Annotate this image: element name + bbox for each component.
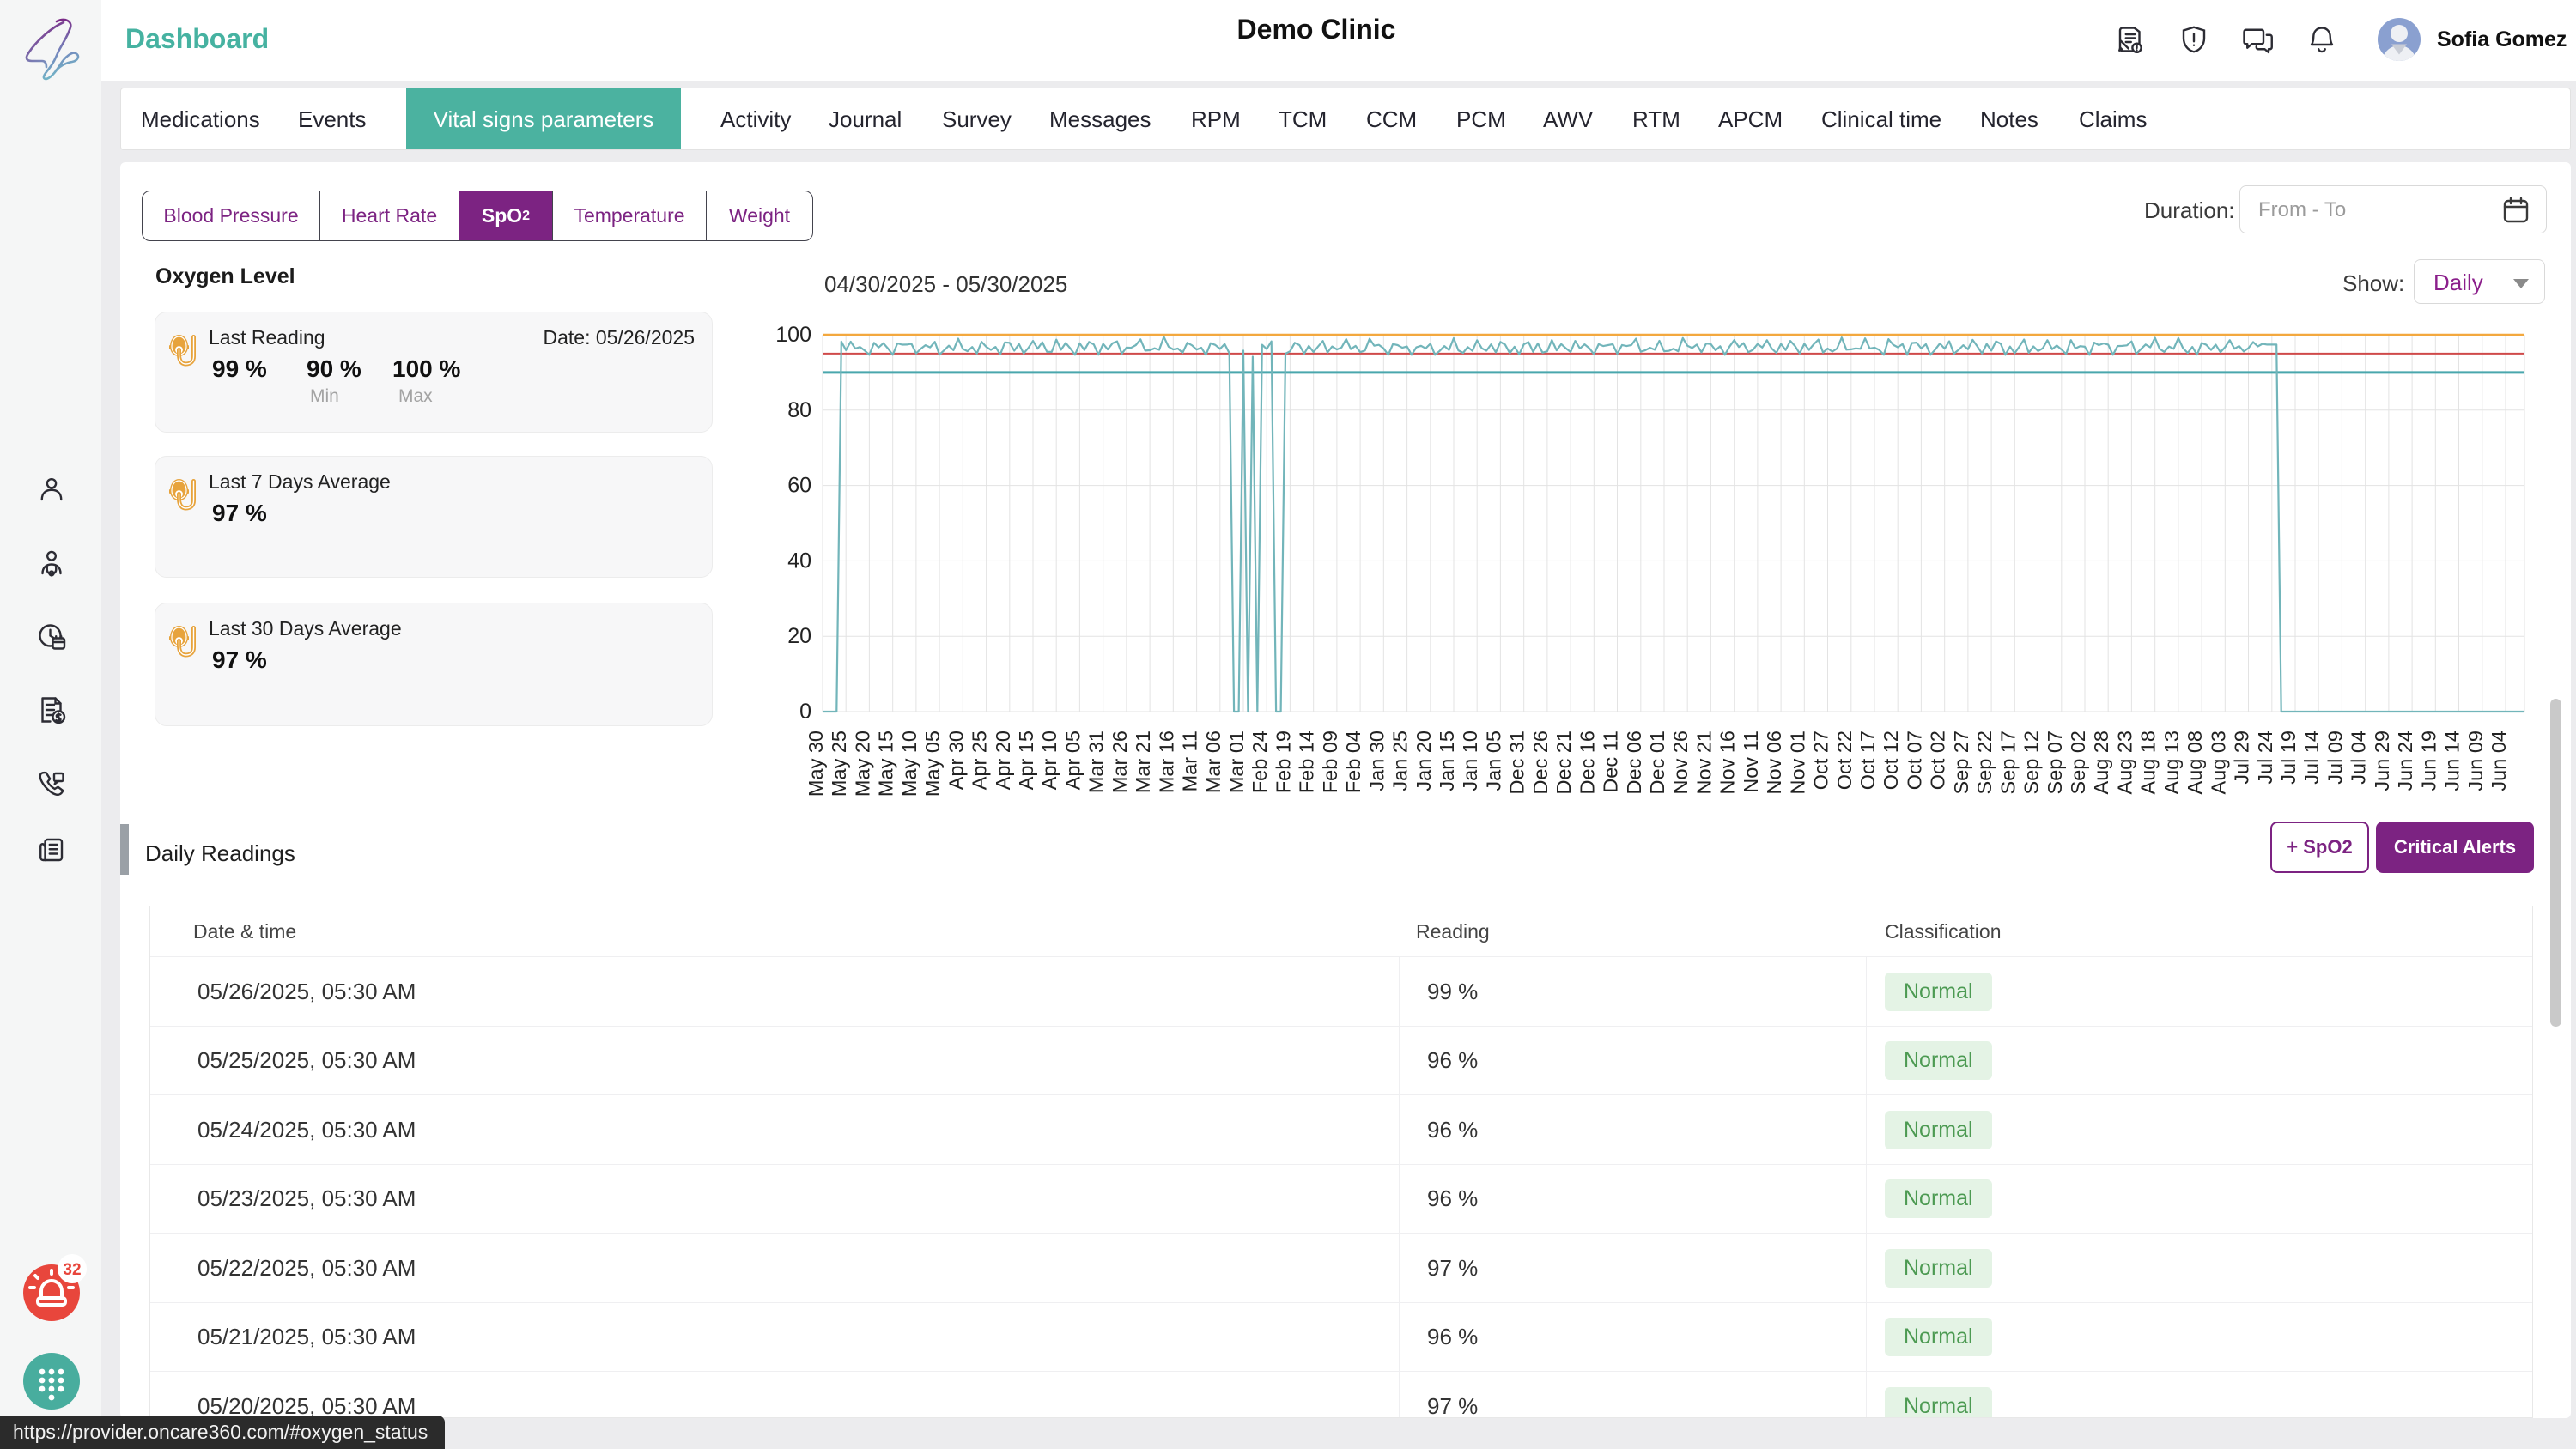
svg-text:Jul 24: Jul 24 <box>2254 731 2276 785</box>
svg-text:Dec 26: Dec 26 <box>1529 731 1552 794</box>
svg-text:Sep 02: Sep 02 <box>2067 731 2089 794</box>
svg-text:32: 32 <box>63 1261 81 1279</box>
svg-text:Mar 21: Mar 21 <box>1132 731 1154 793</box>
svg-text:Apr 25: Apr 25 <box>969 731 991 790</box>
svg-text:Jul 14: Jul 14 <box>2300 731 2323 785</box>
svg-text:Dec 11: Dec 11 <box>1600 731 1622 793</box>
svg-text:0: 0 <box>799 700 811 724</box>
svg-text:Dec 01: Dec 01 <box>1646 731 1668 794</box>
svg-text:100: 100 <box>775 324 811 347</box>
svg-text:Nov 01: Nov 01 <box>1786 731 1808 794</box>
svg-text:40: 40 <box>787 549 811 573</box>
svg-text:Oct 07: Oct 07 <box>1903 731 1925 790</box>
svg-text:Jun 09: Jun 09 <box>2464 731 2487 791</box>
svg-text:Mar 01: Mar 01 <box>1225 731 1248 793</box>
svg-text:Jun 24: Jun 24 <box>2394 731 2416 791</box>
svg-text:Apr 20: Apr 20 <box>992 731 1014 790</box>
svg-text:Nov 16: Nov 16 <box>1716 731 1739 794</box>
svg-text:Apr 15: Apr 15 <box>1015 731 1037 790</box>
svg-text:Jan 30: Jan 30 <box>1365 731 1388 791</box>
svg-text:Jan 05: Jan 05 <box>1482 731 1504 791</box>
svg-text:Aug 23: Aug 23 <box>2113 731 2136 794</box>
svg-text:May 15: May 15 <box>875 731 897 797</box>
svg-text:20: 20 <box>787 624 811 648</box>
svg-text:Mar 06: Mar 06 <box>1202 731 1224 793</box>
svg-text:Jul 04: Jul 04 <box>2348 731 2370 785</box>
svg-text:Feb 04: Feb 04 <box>1342 731 1364 793</box>
svg-text:Nov 21: Nov 21 <box>1692 731 1715 794</box>
svg-text:Dec 21: Dec 21 <box>1552 731 1575 794</box>
svg-text:Feb 09: Feb 09 <box>1319 731 1341 793</box>
svg-text:Mar 31: Mar 31 <box>1085 731 1108 793</box>
svg-text:Jan 10: Jan 10 <box>1459 731 1481 791</box>
svg-text:Aug 28: Aug 28 <box>2090 731 2112 794</box>
svg-text:Jan 15: Jan 15 <box>1436 731 1458 791</box>
svg-text:Jun 14: Jun 14 <box>2441 731 2464 791</box>
svg-text:Feb 14: Feb 14 <box>1296 731 1318 793</box>
svg-text:Jul 29: Jul 29 <box>2231 731 2253 785</box>
svg-text:Aug 13: Aug 13 <box>2160 731 2183 794</box>
svg-text:Jun 29: Jun 29 <box>2371 731 2393 791</box>
svg-text:May 25: May 25 <box>828 731 850 797</box>
svg-text:Feb 24: Feb 24 <box>1249 731 1271 793</box>
svg-text:May 20: May 20 <box>851 731 873 797</box>
svg-text:60: 60 <box>787 474 811 498</box>
svg-text:Sep 27: Sep 27 <box>1950 731 1972 794</box>
svg-text:Jul 19: Jul 19 <box>2277 731 2300 785</box>
svg-text:Aug 08: Aug 08 <box>2184 731 2206 794</box>
svg-text:Jan 20: Jan 20 <box>1413 731 1435 791</box>
svg-text:May 30: May 30 <box>805 731 827 797</box>
svg-text:Oct 27: Oct 27 <box>1810 731 1832 790</box>
svg-text:Apr 05: Apr 05 <box>1061 731 1084 790</box>
svg-text:Jun 04: Jun 04 <box>2488 731 2510 791</box>
svg-text:Aug 03: Aug 03 <box>2207 731 2229 794</box>
svg-text:80: 80 <box>787 398 811 422</box>
svg-text:Feb 19: Feb 19 <box>1272 731 1294 793</box>
svg-text:Dec 06: Dec 06 <box>1623 731 1645 794</box>
svg-text:Oct 02: Oct 02 <box>1927 731 1949 790</box>
svg-text:Nov 26: Nov 26 <box>1669 731 1692 794</box>
svg-text:Oct 17: Oct 17 <box>1856 731 1879 790</box>
svg-text:Jul 09: Jul 09 <box>2324 731 2346 785</box>
svg-text:Oct 22: Oct 22 <box>1833 731 1856 790</box>
svg-text:Oct 12: Oct 12 <box>1880 731 1902 790</box>
svg-text:Sep 12: Sep 12 <box>2020 731 2043 794</box>
svg-text:Jan 25: Jan 25 <box>1389 731 1412 791</box>
svg-text:Dec 16: Dec 16 <box>1576 731 1598 794</box>
svg-text:Nov 06: Nov 06 <box>1763 731 1785 794</box>
svg-text:Aug 18: Aug 18 <box>2137 731 2160 794</box>
svg-text:Dec 31: Dec 31 <box>1506 731 1528 794</box>
svg-text:Mar 26: Mar 26 <box>1109 731 1131 793</box>
svg-text:Mar 11: Mar 11 <box>1179 731 1201 791</box>
svg-text:Apr 30: Apr 30 <box>945 731 967 790</box>
svg-text:Jun 19: Jun 19 <box>2417 731 2439 791</box>
svg-text:Sep 22: Sep 22 <box>1973 731 1996 794</box>
svg-text:May 10: May 10 <box>898 731 920 797</box>
svg-text:Nov 11: Nov 11 <box>1740 731 1762 793</box>
svg-text:Mar 16: Mar 16 <box>1155 731 1177 793</box>
svg-text:Sep 17: Sep 17 <box>1996 731 2019 794</box>
svg-text:Sep 07: Sep 07 <box>2044 731 2066 794</box>
svg-text:Apr 10: Apr 10 <box>1038 731 1060 790</box>
svg-text:May 05: May 05 <box>921 731 944 797</box>
